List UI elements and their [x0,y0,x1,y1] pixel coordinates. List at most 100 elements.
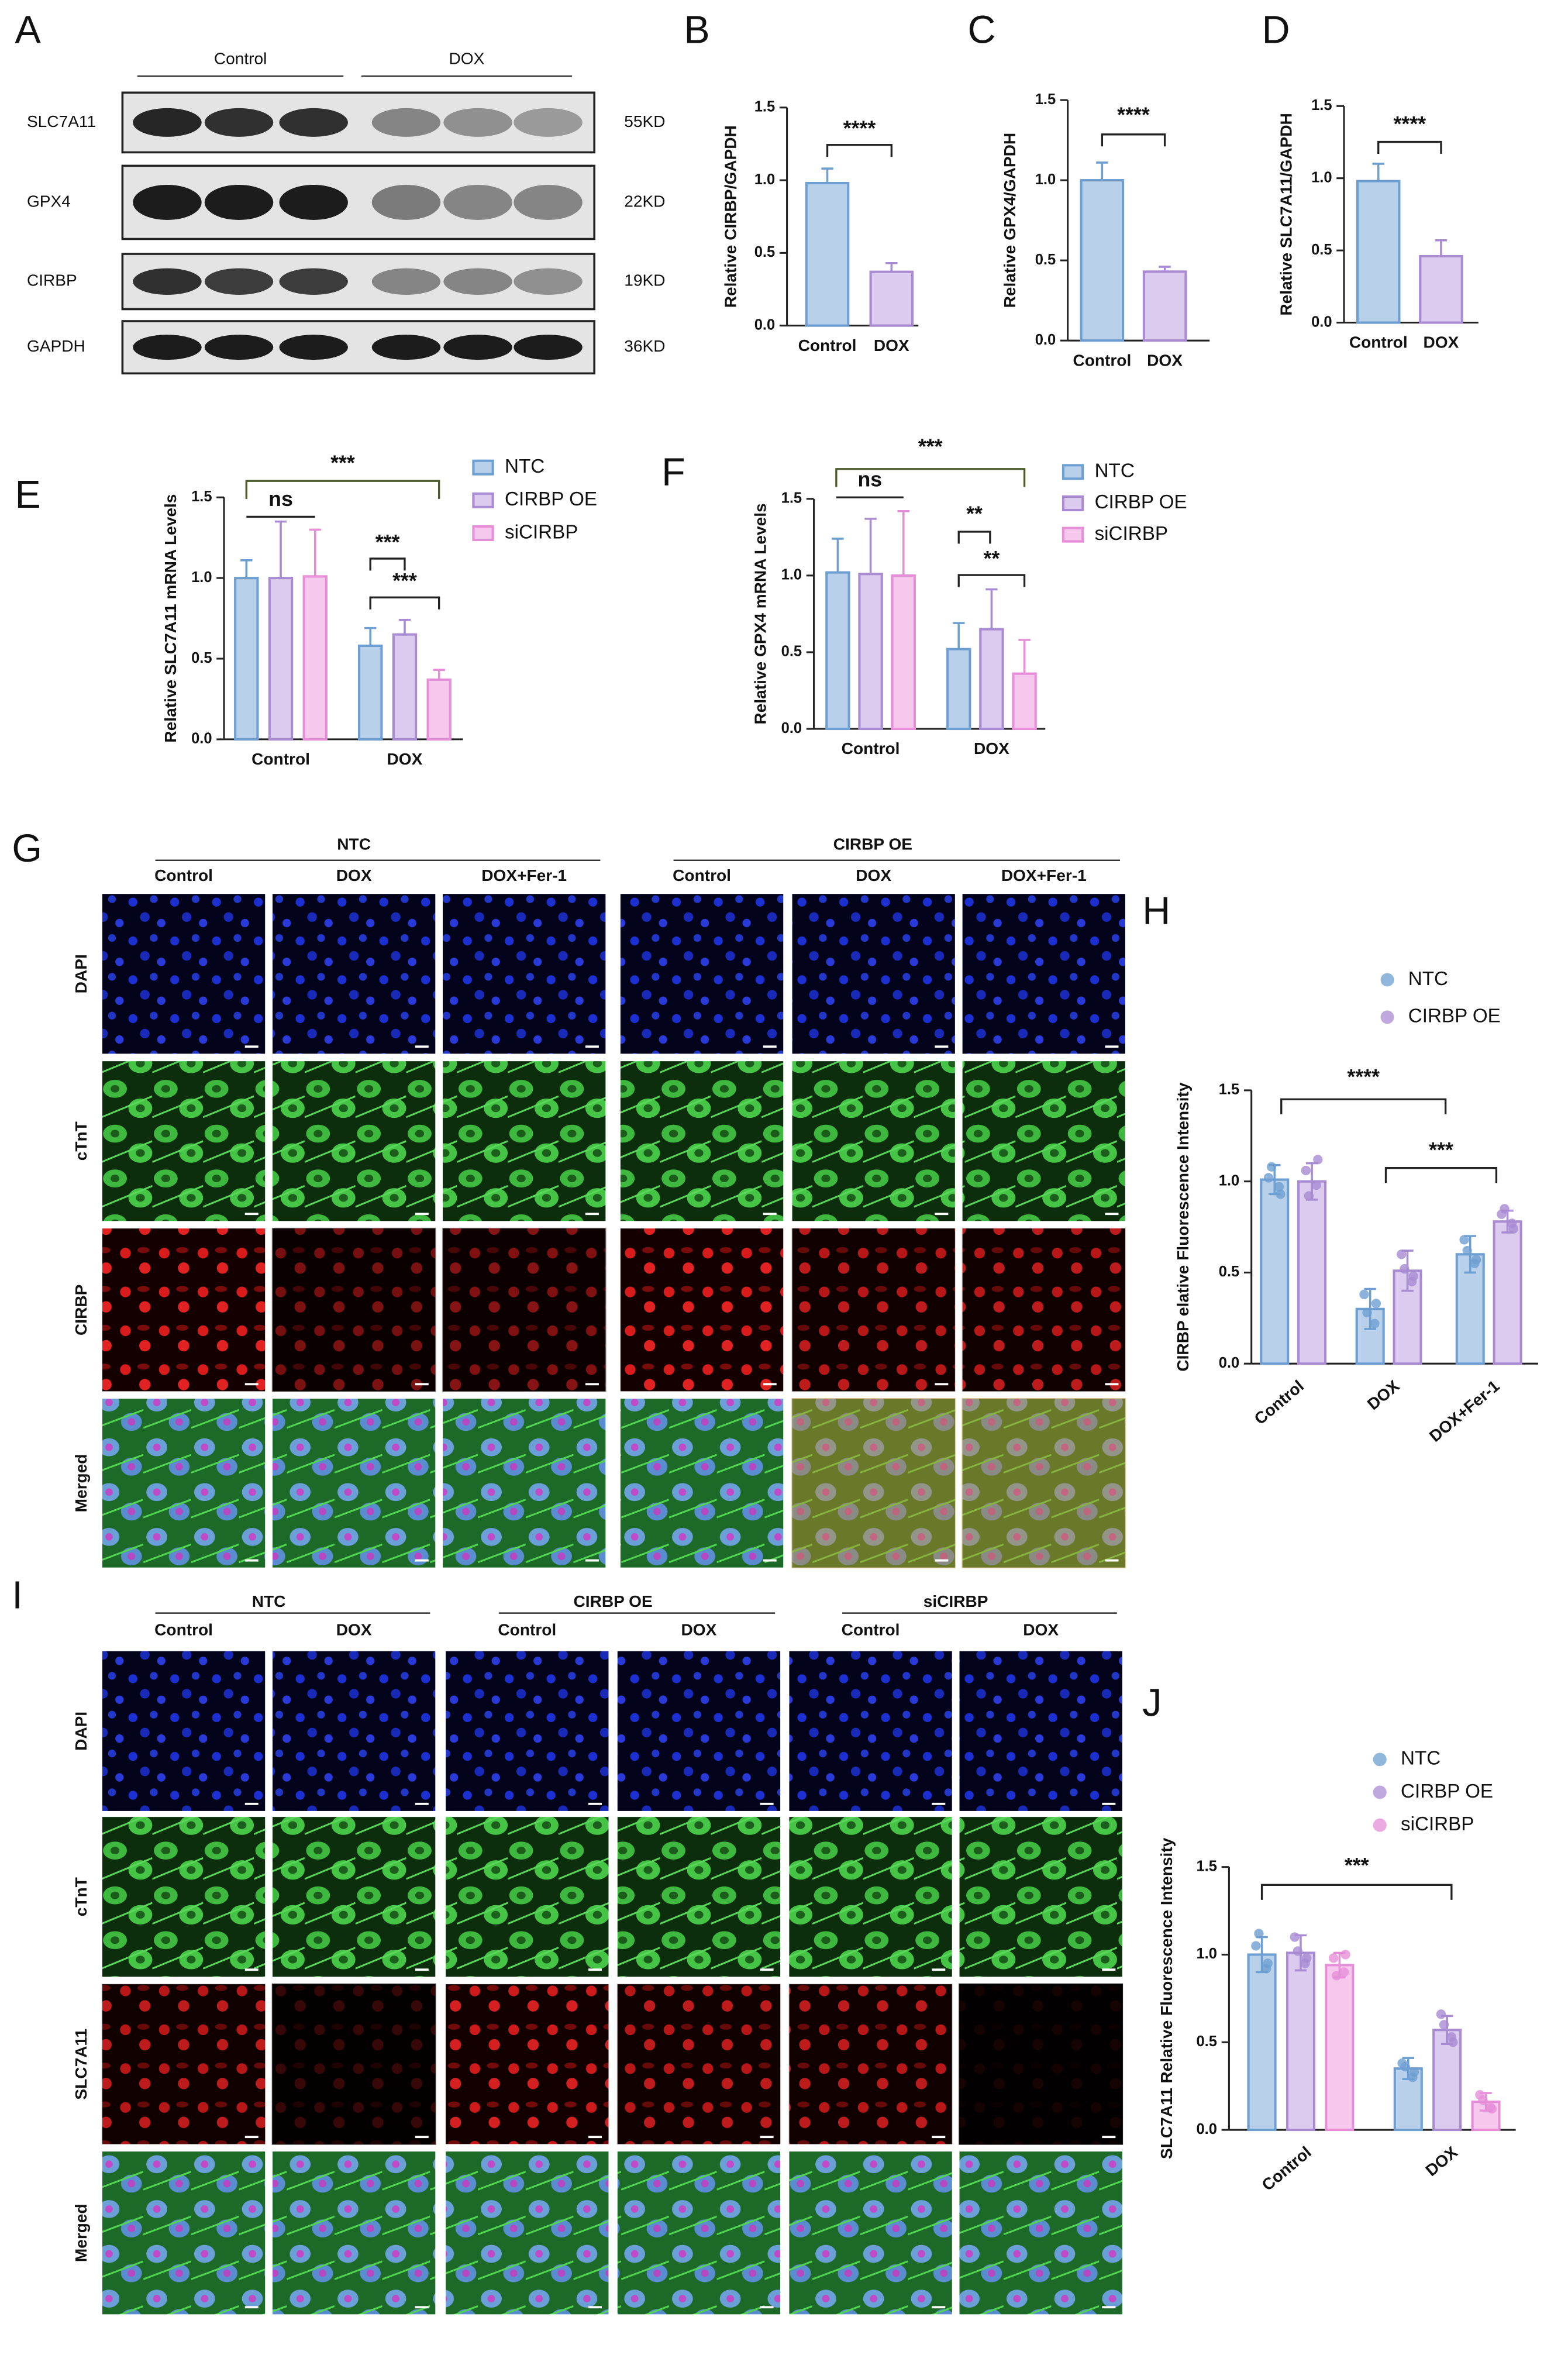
scale-bar [935,1559,949,1562]
image-group-label: NTC [337,835,371,853]
image-group-label: CIRBP OE [574,1592,653,1610]
significance-label: **** [1394,112,1426,136]
x-tick-label: DOX [874,336,909,354]
x-tick-label: DOX [1422,2143,1462,2180]
micrograph [444,1650,611,1813]
y-tick-label: 1.0 [1035,171,1056,188]
blot-size-label: 36KD [624,337,665,355]
scale-bar [1105,1045,1119,1048]
scale-bar [415,1968,429,1971]
y-tick-label: 0.5 [781,643,802,660]
blot-band [133,108,202,137]
significance-label: *** [330,452,355,475]
panel-letter: B [684,9,709,52]
micrograph [790,1059,957,1223]
data-point [1400,1264,1410,1274]
significance-label: *** [1345,1854,1369,1877]
micrograph [790,1227,957,1393]
legend-label: CIRBP OE [505,488,597,510]
micrograph [441,1059,607,1223]
micrograph [271,1397,437,1569]
x-tick-label: DOX [1147,351,1183,369]
legend-marker [1373,1818,1387,1832]
y-tick-label: 0.5 [754,244,775,260]
bar [1297,1180,1327,1365]
blot-band [514,108,583,137]
significance-label: *** [1429,1138,1453,1162]
data-point [1362,1307,1372,1318]
image-row-label: Merged [72,2204,90,2262]
legend-label: NTC [1095,460,1135,482]
image-column-label: DOX [681,1621,717,1639]
micrograph-shade [101,1983,266,2145]
y-tick-label: 1.0 [191,569,212,586]
image-column-label: Control [154,866,213,884]
y-tick-label: 0.5 [1035,252,1056,268]
micrograph [271,1650,437,1813]
legend-marker [1062,464,1084,480]
image-group-label: siCIRBP [923,1592,988,1610]
blot-row-label: GPX4 [27,192,71,210]
scale-bar [763,1383,777,1386]
significance-label: ** [983,547,1000,570]
blot-band [371,335,441,360]
scale-bar [763,1559,777,1562]
data-point [1266,1162,1277,1172]
micrograph [271,892,437,1055]
significance-bracket [1377,140,1442,154]
data-point [1339,1967,1349,1977]
bar [1080,179,1125,342]
data-point [1301,1165,1311,1176]
bar [825,571,850,731]
micrograph [101,1650,267,1813]
blot-band [133,335,202,360]
scale-bar [585,1559,599,1562]
scale-bar [763,1045,777,1048]
micrograph-shade [791,1227,956,1392]
legend-marker [1062,495,1084,512]
legend-marker [1380,1010,1394,1024]
image-group-label: CIRBP OE [833,835,912,853]
y-tick-label: 1.0 [754,171,775,188]
data-point [1274,1182,1284,1192]
y-axis-label: Relative SLC7A11/GAPDH [1277,113,1295,315]
blot-band [443,184,512,221]
data-point [1500,1204,1510,1214]
scale-bar [935,1213,949,1216]
panel-letter: C [968,9,996,52]
x-tick-label: Control [1073,351,1131,369]
blot-band [514,184,583,221]
scale-bar [244,1968,259,1971]
data-point [1293,1946,1303,1956]
x-tick-label: Control [251,750,310,768]
legend-label: CIRBP OE [1401,1781,1493,1802]
scale-bar [415,2306,429,2309]
image-column-label: DOX+Fer-1 [481,866,567,884]
blot-band [514,268,583,295]
data-point [1462,1245,1472,1256]
y-tick-label: 1.5 [1311,97,1332,113]
blot-band [371,184,441,221]
data-point [1328,1953,1339,1963]
micrograph [616,1815,782,1978]
scale-bar [244,1383,259,1386]
significance-label: **** [843,117,876,140]
image-group-label: NTC [252,1592,286,1610]
legend-label: CIRBP OE [1095,491,1187,513]
panel-letter: I [12,1574,22,1617]
blot-group-label: Control [214,50,267,68]
y-tick-label: 0.0 [1311,314,1332,330]
blot-row-label: GAPDH [27,337,85,355]
image-column-label: Control [154,1621,213,1639]
micrograph-shade [616,1983,781,2145]
micrograph [957,2150,1124,2316]
bar [979,628,1004,731]
legend-label: CIRBP OE [1408,1006,1501,1027]
image-row-label: DAPI [72,1712,90,1751]
micrograph [101,1059,267,1223]
micrograph [101,1397,267,1569]
panel-letter: F [661,450,685,494]
data-point [1508,1224,1518,1234]
bar [302,575,328,741]
blot-size-label: 22KD [624,192,665,210]
